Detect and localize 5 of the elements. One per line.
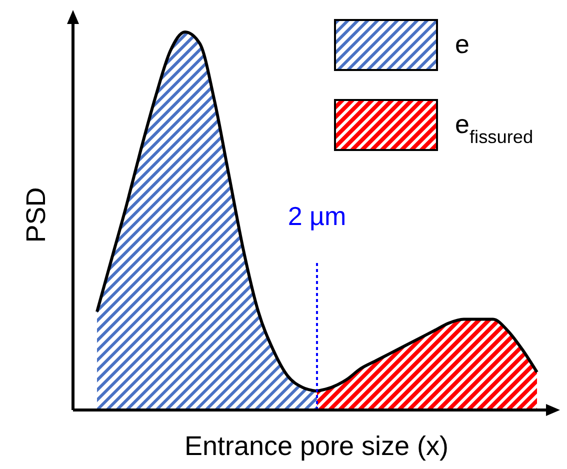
legend-label: e$_{fissured}$ [455,109,534,147]
annotation: 2 µm [288,201,346,231]
legend-label: e [455,29,470,59]
y-axis-title: PSD [21,187,51,243]
x-axis-title: Entrance pore size (x) [184,431,449,461]
